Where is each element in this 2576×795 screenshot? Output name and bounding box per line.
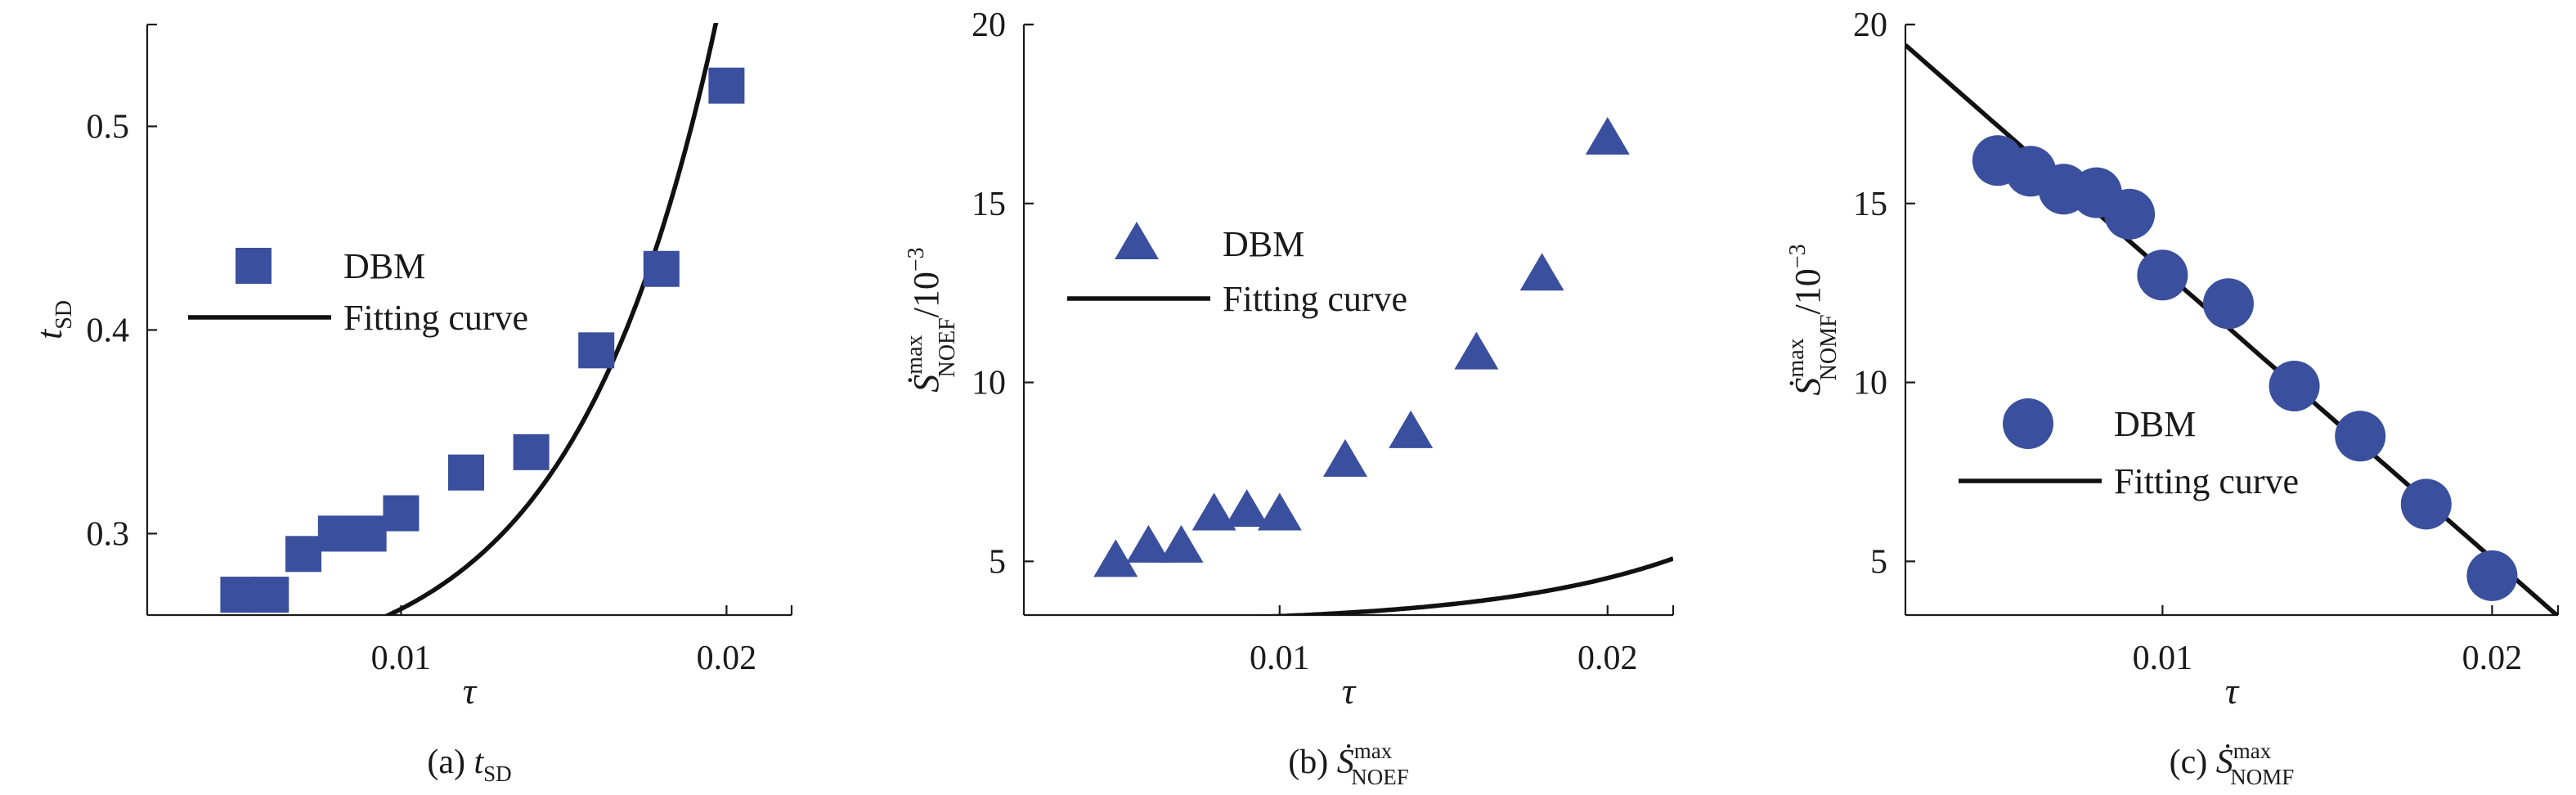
data-point	[285, 536, 322, 573]
legend-label-dbm: DBM	[343, 246, 425, 286]
data-point	[317, 515, 354, 552]
chart-panel-a: 0.3 0.4 0.5 0.01 0.02 τ tSD DBM Fitting curve (a)…	[29, 23, 793, 786]
data-point	[1585, 117, 1630, 155]
data-point	[383, 495, 420, 532]
legend-marker	[236, 248, 272, 284]
data-point	[2104, 188, 2156, 240]
data-point	[1126, 524, 1171, 563]
x-tick-label: 0.02	[1577, 640, 1638, 677]
legend-label-fit: Fitting curve	[1223, 279, 1407, 319]
y-axis-label: Ṡmax NOMF/10−3	[1784, 244, 1842, 395]
y-tick-label: 0.5	[87, 108, 130, 146]
data-point	[253, 577, 289, 613]
data-point	[2400, 478, 2452, 530]
data-point	[1519, 253, 1564, 291]
data-point	[1093, 539, 1138, 577]
data-point	[2269, 360, 2320, 411]
x-tick-label: 0.02	[2462, 640, 2523, 677]
data-point	[448, 454, 485, 491]
data-point	[1192, 492, 1236, 531]
data-point	[708, 67, 745, 104]
x-axis-label: τ	[1342, 670, 1357, 712]
y-tick-label: 15	[1853, 186, 1887, 223]
legend: DBM Fitting curve	[188, 246, 528, 338]
y-axis-label: tSD	[29, 300, 77, 339]
y-tick-label: 5	[1870, 543, 1887, 581]
data-point	[1159, 524, 1204, 563]
data-point	[1389, 410, 1434, 448]
chart-caption: (b) Ṡmax NOEF	[1288, 739, 1409, 789]
y-axis-label: Ṡmax NOEF/10−3	[902, 247, 960, 392]
data-point	[350, 515, 387, 552]
legend-label-dbm: DBM	[1223, 224, 1304, 264]
legend: DBM Fitting curve	[1067, 222, 1407, 319]
x-tick-label: 0.02	[697, 640, 757, 677]
fitting-curve	[383, 23, 719, 615]
data-point	[1257, 492, 1302, 531]
data-point	[2335, 411, 2386, 462]
y-tick-label: 0.4	[87, 312, 130, 349]
x-tick-label: 0.01	[371, 640, 432, 677]
y-tick-label: 20	[972, 7, 1006, 44]
y-tick-label: 10	[1853, 365, 1887, 402]
data-point	[643, 250, 680, 287]
y-tick-label: 5	[989, 543, 1006, 581]
x-tick-label: 0.01	[1250, 640, 1310, 677]
legend-marker	[1115, 222, 1159, 259]
legend-label-fit: Fitting curve	[2114, 461, 2299, 501]
y-tick-label: 15	[972, 186, 1006, 223]
legend-label-dbm: DBM	[2114, 404, 2196, 444]
data-point	[1454, 331, 1499, 370]
data-point	[1322, 438, 1367, 477]
y-tick-label: 10	[972, 365, 1006, 402]
y-tick-label: 20	[1853, 7, 1887, 44]
x-axis-label: τ	[2225, 670, 2240, 712]
y-tick-label: 0.3	[87, 515, 130, 553]
data-point	[2466, 550, 2518, 601]
data-point	[513, 433, 550, 470]
data-point	[220, 577, 257, 613]
legend-label-fit: Fitting curve	[343, 298, 528, 338]
legend: DBM Fitting curve	[1959, 398, 2299, 501]
data-point	[578, 332, 615, 369]
chart-panel-c: 5 10 15 20 0.01 0.02 τ Ṡmax NOMF/10−3 DBM Fitting …	[1784, 7, 2560, 789]
chart-panel-b: 5 10 15 20 0.01 0.02 τ Ṡmax NOEF/10−3 DBM Fitting …	[902, 7, 1675, 789]
data-point	[2202, 278, 2254, 330]
data-point	[1224, 489, 1269, 528]
chart-caption: (c) Ṡmax NOMF	[2170, 739, 2295, 789]
fitting-curve	[1250, 556, 1673, 615]
fitting-curve	[1905, 43, 2558, 615]
x-tick-label: 0.01	[2133, 640, 2193, 677]
chart-caption: (a) tSD	[427, 743, 511, 786]
legend-marker	[2003, 398, 2053, 449]
x-axis-label: τ	[463, 670, 478, 712]
data-point	[2137, 249, 2188, 301]
